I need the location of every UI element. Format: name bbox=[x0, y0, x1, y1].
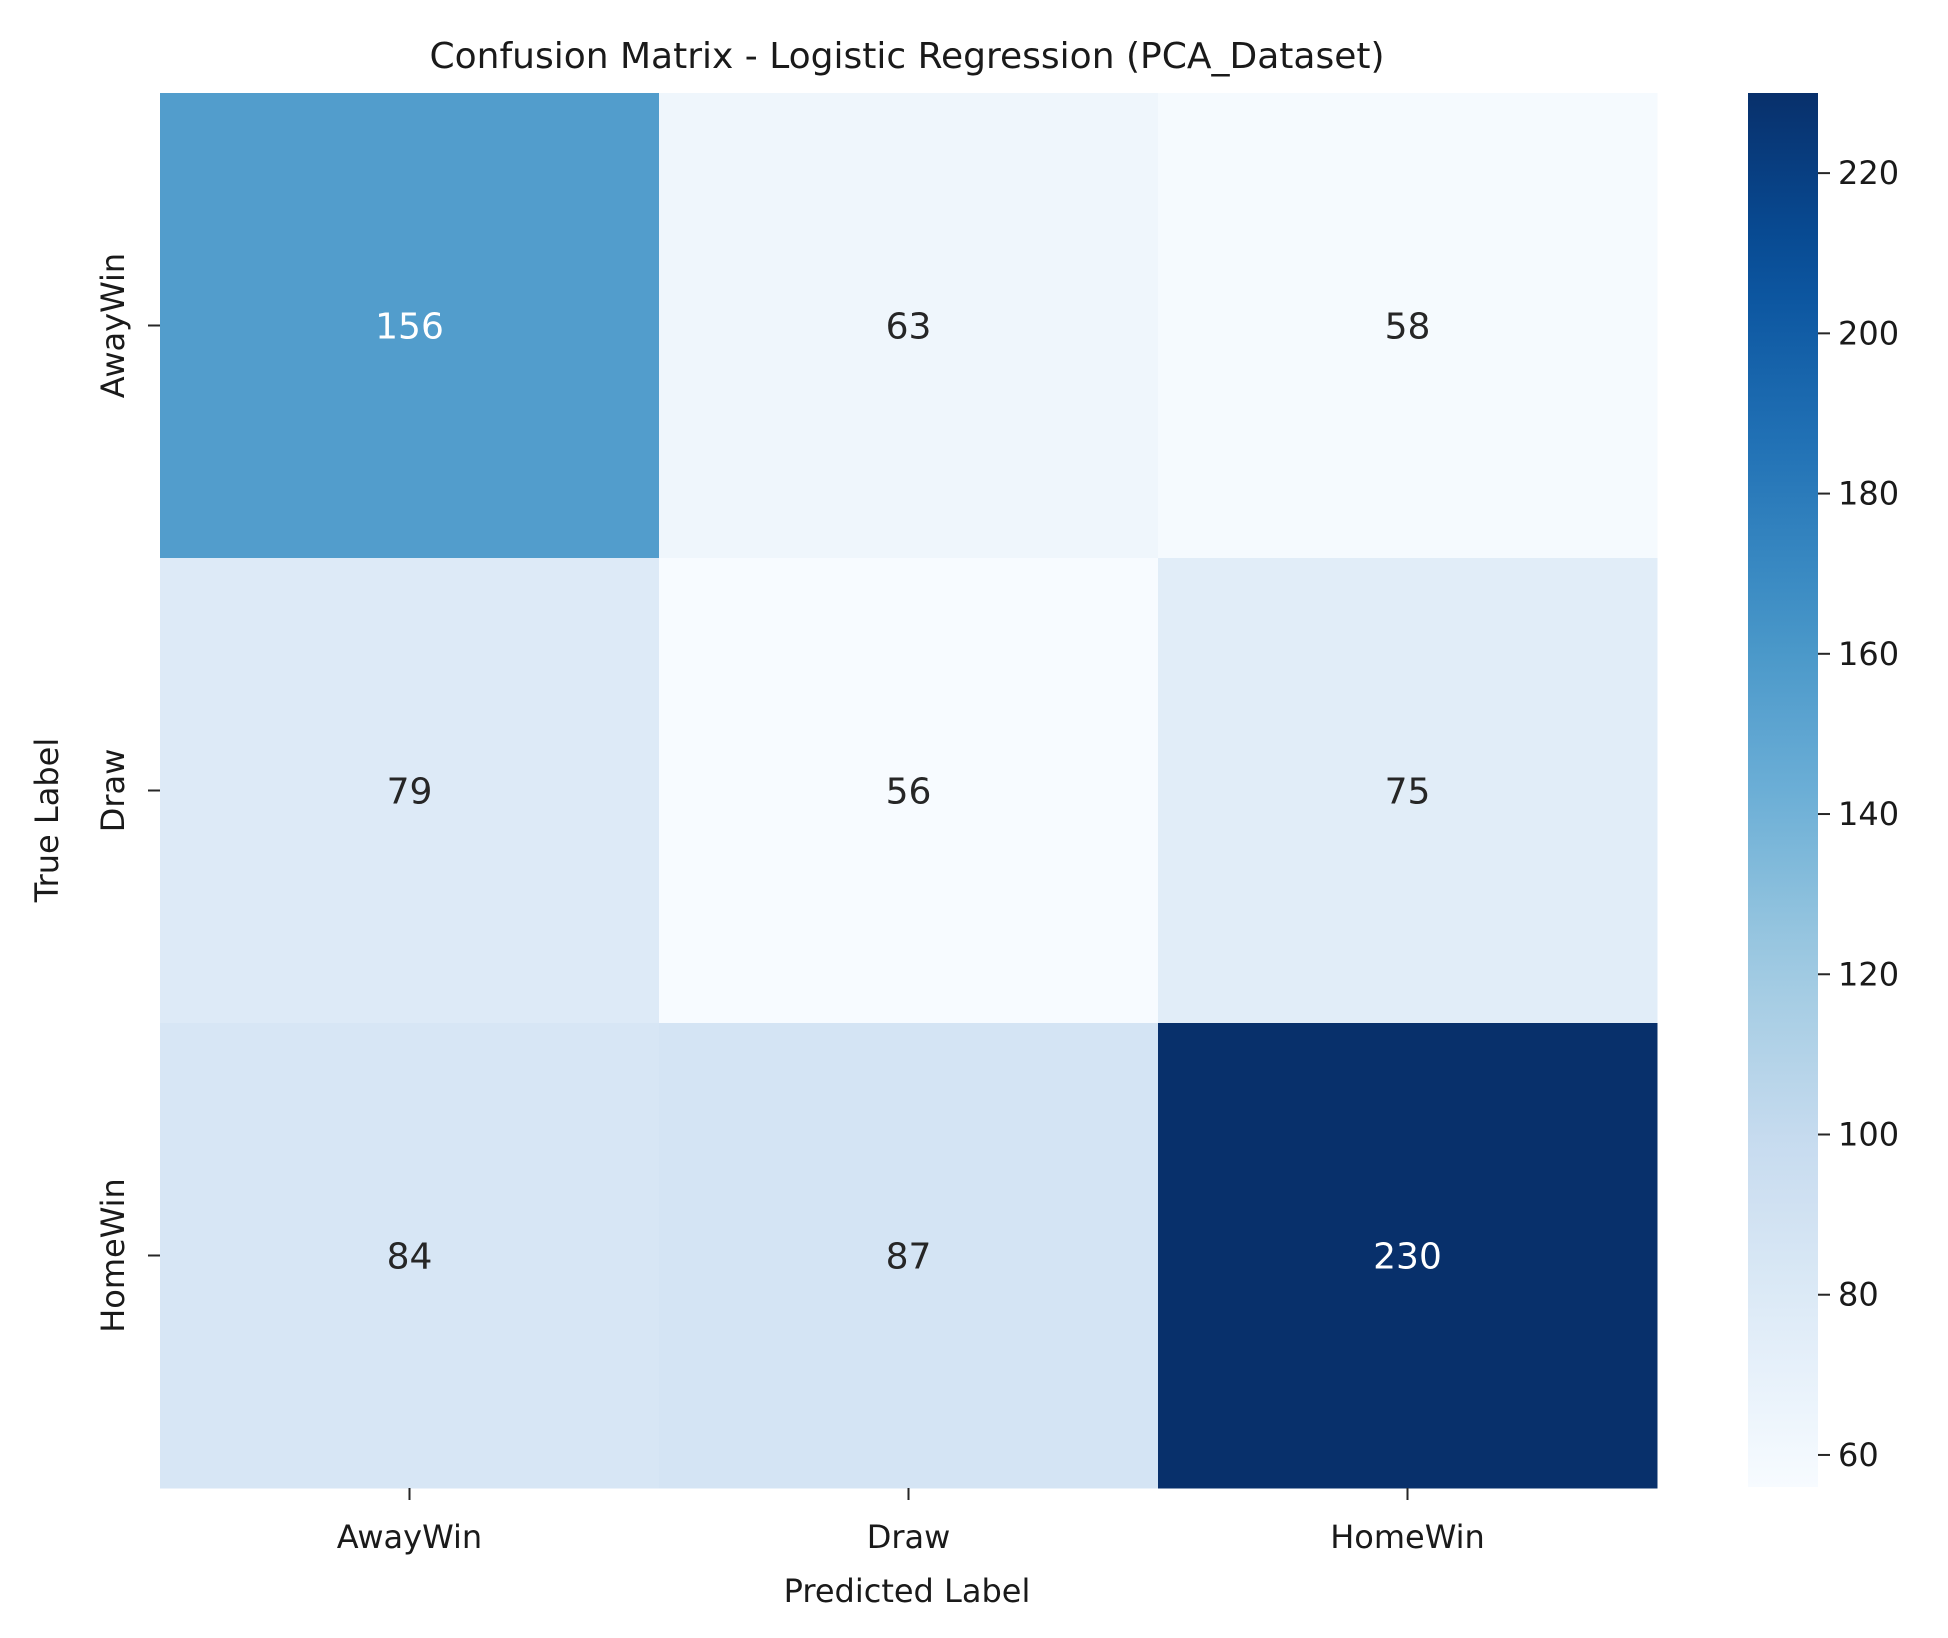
heatmap-cell bbox=[160, 93, 660, 559]
heatmap-cell bbox=[659, 1023, 1159, 1489]
cell-value-label: 79 bbox=[387, 772, 433, 813]
cell-value-label: 87 bbox=[886, 1237, 932, 1278]
colorbar-tick-label: 80 bbox=[1838, 1276, 1879, 1314]
x-tick-label: AwayWin bbox=[337, 1518, 482, 1556]
cell-value-label: 84 bbox=[387, 1237, 433, 1278]
colorbar bbox=[1748, 93, 1818, 1487]
colorbar-tick-label: 200 bbox=[1838, 314, 1899, 352]
cell-value-label: 58 bbox=[1385, 307, 1431, 348]
heatmap-cell bbox=[160, 1023, 660, 1489]
colorbar-tick-label: 160 bbox=[1838, 635, 1899, 673]
x-axis-label: Predicted Label bbox=[784, 1572, 1031, 1610]
heatmap-cell bbox=[1158, 558, 1658, 1024]
cell-value-label: 230 bbox=[1373, 1237, 1442, 1278]
colorbar-tick-label: 60 bbox=[1838, 1436, 1879, 1474]
colorbar-tick-label: 180 bbox=[1838, 475, 1899, 513]
heatmap-cell bbox=[1158, 1023, 1658, 1489]
heatmap-cell bbox=[659, 93, 1159, 559]
colorbar-tick-label: 220 bbox=[1838, 154, 1899, 192]
y-tick-label: HomeWin bbox=[94, 1178, 132, 1333]
cell-value-label: 63 bbox=[886, 307, 932, 348]
heatmap-cells bbox=[160, 93, 1658, 1489]
colorbar-tick-label: 140 bbox=[1838, 795, 1899, 833]
cell-value-label: 75 bbox=[1385, 772, 1431, 813]
x-tick-label: HomeWin bbox=[1330, 1518, 1485, 1556]
heatmap-cell bbox=[160, 558, 660, 1024]
cell-annotations: 156 63 58 79 56 75 84 87 230 bbox=[375, 307, 1442, 1278]
chart-title: Confusion Matrix - Logistic Regression (… bbox=[429, 36, 1384, 77]
heatmap-cell bbox=[1158, 93, 1658, 559]
x-tick-label: Draw bbox=[867, 1518, 951, 1556]
colorbar-tick-label: 100 bbox=[1838, 1115, 1899, 1153]
y-axis-ticks: AwayWin Draw HomeWin bbox=[94, 253, 160, 1333]
heatmap-cell bbox=[659, 558, 1159, 1024]
x-axis-ticks: AwayWin Draw HomeWin bbox=[337, 1488, 1485, 1556]
cell-value-label: 156 bbox=[375, 307, 444, 348]
colorbar-ticks: 60 80 100 120 140 160 180 200 220 bbox=[1818, 154, 1899, 1474]
cell-value-label: 56 bbox=[886, 772, 932, 813]
y-axis-label: True Label bbox=[28, 738, 66, 903]
colorbar-tick-label: 120 bbox=[1838, 955, 1899, 993]
y-tick-label: AwayWin bbox=[94, 253, 132, 398]
y-tick-label: Draw bbox=[94, 749, 132, 833]
